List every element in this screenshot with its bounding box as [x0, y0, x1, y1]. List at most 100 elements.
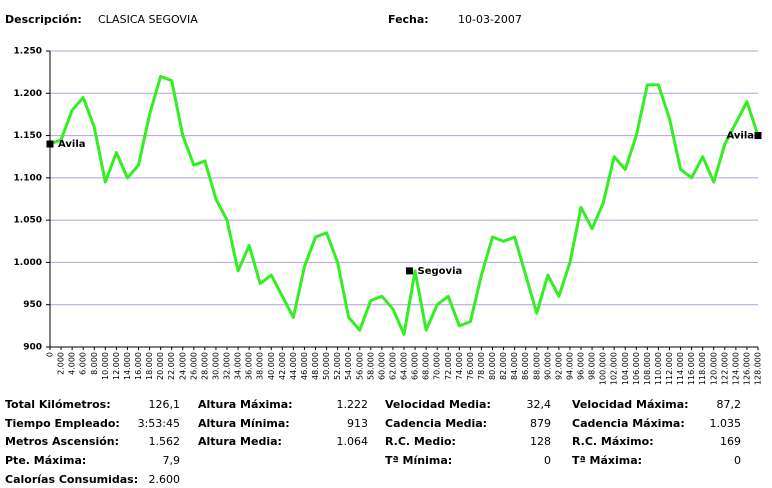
annotation-label: Avila — [58, 139, 86, 150]
x-tick-label: 68.000 — [422, 352, 431, 380]
annotation-marker — [46, 140, 54, 148]
stat-label: Cadencia Media: — [385, 417, 487, 430]
stat-value: 3:53:45 — [138, 417, 180, 430]
x-tick-label: 94.000 — [565, 352, 574, 380]
x-tick-label: 126.000 — [742, 352, 751, 385]
stat-label: Tiempo Empleado: — [5, 417, 120, 430]
date: 10-03-2007 — [458, 13, 522, 26]
x-tick-label: 56.000 — [355, 352, 364, 380]
x-tick-label: 18.000 — [145, 352, 154, 380]
stat-label: R.C. Medio: — [385, 435, 456, 448]
x-tick-label: 36.000 — [245, 352, 254, 380]
stat-label: Altura Máxima: — [198, 398, 293, 411]
x-tick-label: 38.000 — [256, 352, 265, 380]
stat-value: 879 — [530, 417, 551, 430]
y-tick-label: 1.100 — [14, 173, 42, 183]
stat-value: 1.222 — [337, 398, 369, 411]
x-tick-label: 54.000 — [344, 352, 353, 380]
x-tick-label: 104.000 — [621, 352, 630, 385]
x-tick-label: 12.000 — [112, 352, 121, 380]
stat-label: Velocidad Media: — [385, 398, 491, 411]
y-tick-label: 1.250 — [14, 47, 42, 57]
y-tick-label: 1.200 — [14, 89, 42, 99]
x-tick-label: 112.000 — [665, 352, 674, 385]
x-tick-label: 100.000 — [599, 352, 608, 385]
x-tick-label: 16.000 — [134, 352, 143, 380]
x-tick-label: 84.000 — [510, 352, 519, 380]
stat-value: 128 — [530, 435, 551, 448]
stat-label: Altura Media: — [198, 435, 282, 448]
x-tick-label: 34.000 — [234, 352, 243, 380]
stat-value: 0 — [734, 454, 741, 467]
x-tick-label: 44.000 — [289, 352, 298, 380]
x-tick-label: 30.000 — [211, 352, 220, 380]
x-tick-label: 106.000 — [632, 352, 641, 385]
x-tick-label: 110.000 — [654, 352, 663, 385]
x-tick-label: 22.000 — [167, 352, 176, 380]
stat-label: Total Kilómetros: — [5, 398, 111, 411]
x-tick-label: 78.000 — [477, 352, 486, 380]
x-tick-label: 14.000 — [123, 352, 132, 380]
date-label: Fecha: — [388, 13, 429, 26]
x-tick-label: 40.000 — [267, 352, 276, 380]
x-tick-label: 102.000 — [610, 352, 619, 385]
stat-value: 1.562 — [149, 435, 181, 448]
stat-value: 169 — [720, 435, 741, 448]
x-tick-label: 42.000 — [278, 352, 287, 380]
x-tick-label: 128.000 — [754, 352, 763, 385]
annotation-marker — [754, 132, 762, 140]
x-tick-label: 86.000 — [521, 352, 530, 380]
x-tick-label: 80.000 — [488, 352, 497, 380]
x-tick-label: 10.000 — [101, 352, 110, 380]
stat-label: Metros Ascensión: — [5, 435, 119, 448]
x-tick-label: 2.000 — [57, 352, 66, 375]
x-tick-label: 20.000 — [156, 352, 165, 380]
stat-label: Cadencia Máxima: — [572, 417, 685, 430]
x-tick-label: 26.000 — [189, 352, 198, 380]
x-tick-label: 88.000 — [532, 352, 541, 380]
stat-value: 1.064 — [337, 435, 369, 448]
stat-label: Tª Mínima: — [385, 454, 452, 467]
x-tick-label: 70.000 — [433, 352, 442, 380]
x-tick-label: 60.000 — [377, 352, 386, 380]
x-tick-label: 8.000 — [90, 352, 99, 375]
x-tick-label: 96.000 — [577, 352, 586, 380]
x-tick-label: 66.000 — [411, 352, 420, 380]
x-tick-label: 48.000 — [311, 352, 320, 380]
x-tick-label: 64.000 — [400, 352, 409, 380]
annotation-marker — [406, 267, 414, 275]
stat-value: 126,1 — [149, 398, 181, 411]
x-tick-label: 90.000 — [543, 352, 552, 380]
stat-label: R.C. Máximo: — [572, 435, 654, 448]
x-tick-label: 32.000 — [223, 352, 232, 380]
x-tick-label: 62.000 — [388, 352, 397, 380]
x-tick-label: 4.000 — [68, 352, 77, 375]
x-tick-label: 50.000 — [322, 352, 331, 380]
x-tick-label: 52.000 — [333, 352, 342, 380]
x-tick-label: 6.000 — [79, 352, 88, 375]
y-tick-label: 900 — [23, 343, 42, 353]
y-tick-label: 1.050 — [14, 216, 42, 226]
x-tick-label: 108.000 — [643, 352, 652, 385]
stat-value: 7,9 — [163, 454, 181, 467]
stat-label: Pte. Máxima: — [5, 454, 86, 467]
x-tick-label: 46.000 — [300, 352, 309, 380]
stat-value: 1.035 — [710, 417, 742, 430]
x-tick-label: 98.000 — [588, 352, 597, 380]
stat-label: Calorías Consumidas: — [5, 473, 138, 486]
stat-value: 913 — [347, 417, 368, 430]
stat-label: Altura Mínima: — [198, 417, 290, 430]
x-tick-label: 114.000 — [676, 352, 685, 385]
stat-label: Tª Máxima: — [572, 454, 642, 467]
x-tick-label: 72.000 — [444, 352, 453, 380]
stat-value: 32,4 — [527, 398, 552, 411]
annotation-label: Segovia — [418, 266, 463, 277]
stat-value: 2.600 — [149, 473, 181, 486]
x-tick-label: 24.000 — [178, 352, 187, 380]
x-tick-label: 74.000 — [455, 352, 464, 380]
x-tick-label: 122.000 — [720, 352, 729, 385]
x-tick-label: 0 — [46, 352, 55, 357]
y-tick-label: 1.150 — [14, 131, 42, 141]
x-tick-label: 28.000 — [200, 352, 209, 380]
